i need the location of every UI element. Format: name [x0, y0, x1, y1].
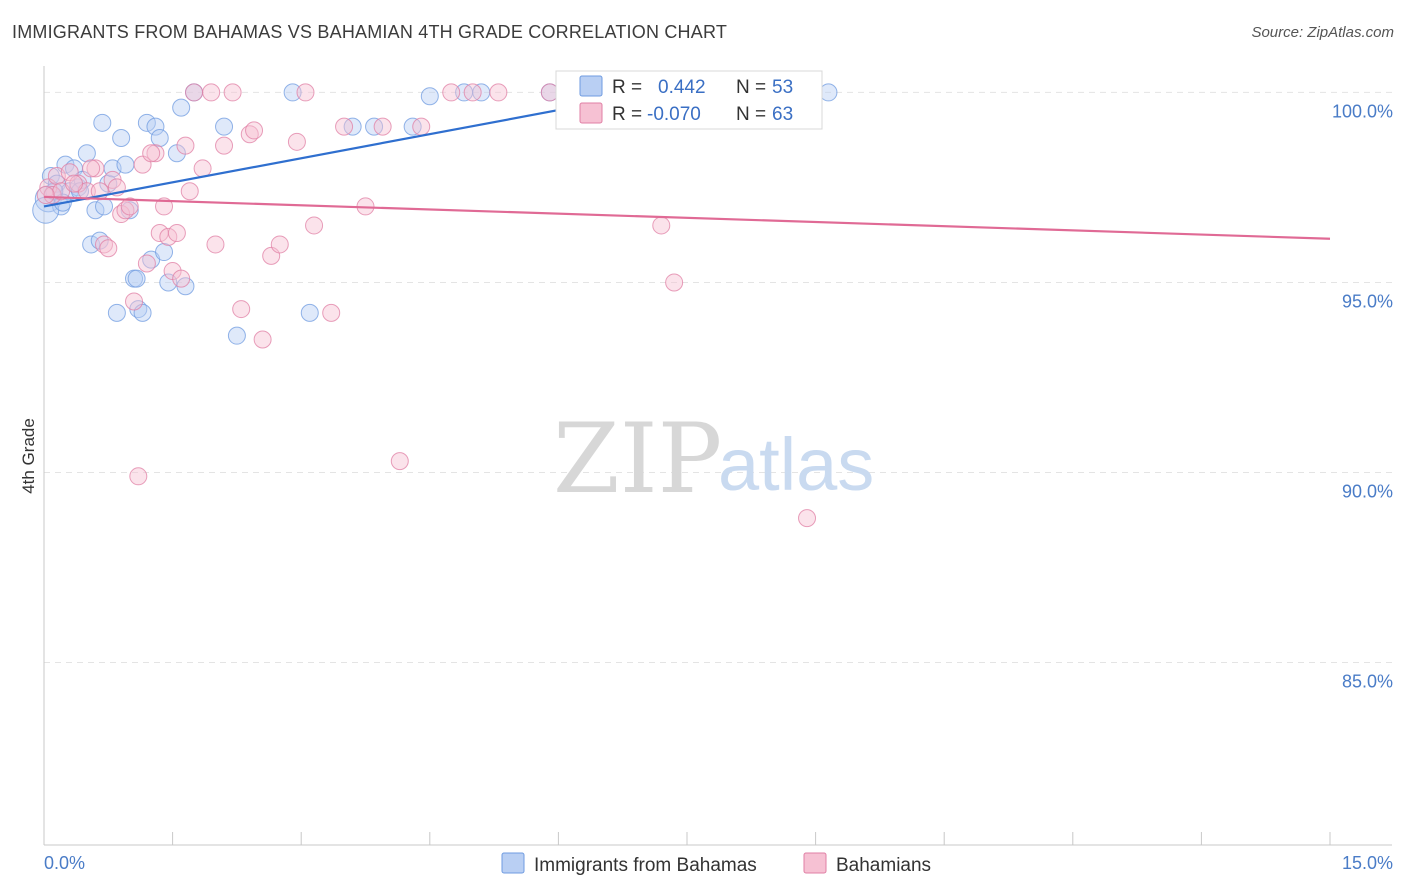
- bahamians-point-18: [137, 254, 156, 273]
- bahamians-point-57: [36, 186, 55, 205]
- bahamians-point-50: [489, 83, 508, 102]
- y-tick-label-3: 85.0%: [1342, 672, 1393, 692]
- bahamians-point-40: [296, 83, 315, 102]
- bahamians-point-38: [270, 235, 289, 254]
- bahamas-point-19: [116, 155, 135, 174]
- bahamians-point-36: [253, 330, 272, 349]
- bahamas-point-10: [77, 144, 96, 163]
- bahamians-point-43: [335, 117, 354, 136]
- bahamas-point-27: [150, 129, 169, 148]
- y-tick-label-1: 95.0%: [1342, 291, 1393, 311]
- watermark-atlas: atlas: [718, 423, 874, 506]
- bahamians-point-25: [176, 136, 195, 155]
- legend-n-value-bahamians: 63: [772, 104, 793, 125]
- bahamians-point-28: [193, 159, 212, 178]
- bahamians-point-61: [142, 144, 161, 163]
- bahamas-point-12: [86, 201, 105, 220]
- legend-r-label-bahamas: R =: [612, 77, 642, 98]
- bahamians-point-7: [86, 159, 105, 178]
- source-label: Source: ZipAtlas.com: [1251, 24, 1394, 41]
- axes: [43, 66, 1392, 846]
- bahamas-point-28: [155, 243, 174, 262]
- watermark-zip: ZIP: [553, 403, 722, 515]
- bahamians-point-45: [373, 117, 392, 136]
- bahamians-point-48: [442, 83, 461, 102]
- bahamians-point-16: [129, 467, 148, 486]
- bahamas-point-46: [819, 83, 838, 102]
- bahamians-point-15: [125, 292, 144, 311]
- bahamians-point-21: [155, 197, 174, 216]
- bahamians-point-59: [82, 159, 101, 178]
- grid-lines: [44, 91, 1392, 664]
- bahamians-point-26: [180, 182, 199, 201]
- bahamas-point-51: [95, 197, 114, 216]
- bahamas-point-41: [420, 87, 439, 106]
- bahamas-point-14: [93, 113, 112, 132]
- legend-r-value-bahamas: 0.442: [658, 77, 706, 98]
- bahamians-point-42: [322, 303, 341, 322]
- y-tick-label-0: 100.0%: [1332, 101, 1393, 121]
- bahamas-point-18: [112, 129, 131, 148]
- bahamas-point-17: [107, 303, 126, 322]
- bahamians-point-58: [65, 174, 84, 193]
- bahamians-point-54: [665, 273, 684, 292]
- bahamians-point-41: [305, 216, 324, 235]
- legend-n-label-bahamas: N =: [736, 77, 766, 98]
- bahamas-point-1: [41, 167, 60, 186]
- x-tick-label-1: 15.0%: [1342, 853, 1393, 873]
- tick-labels: 100.0% 95.0% 90.0% 85.0% 0.0% 15.0%: [44, 101, 1393, 873]
- watermark: ZIP atlas: [553, 403, 874, 515]
- legend-n-value-bahamas: 53: [772, 77, 793, 98]
- bahamians-point-22: [159, 227, 178, 246]
- bahamas-trend-line: [43, 91, 653, 208]
- bahamians-point-56: [798, 509, 817, 528]
- bahamians-point-62: [167, 224, 186, 243]
- bahamians-point-46: [390, 452, 409, 471]
- legend-swatch-bahamians: [579, 102, 603, 124]
- chart-title: IMMIGRANTS FROM BAHAMAS VS BAHAMIAN 4TH …: [12, 22, 728, 42]
- y-axis-title: 4th Grade: [19, 418, 38, 494]
- bahamians-point-31: [215, 136, 234, 155]
- trend-lines: [43, 91, 1331, 240]
- bahamas-point-35: [227, 326, 246, 345]
- bahamians-point-1: [43, 186, 62, 205]
- bahamians-point-24: [172, 269, 191, 288]
- bahamas-point-26: [146, 117, 165, 136]
- bottom-legend-swatch-bahamians: [803, 852, 827, 874]
- bahamas-point-34: [215, 117, 234, 136]
- bahamians-point-14: [120, 197, 139, 216]
- bottom-legend: Immigrants from Bahamas Bahamians: [501, 852, 931, 876]
- legend-r-value-bahamians: -0.070: [647, 104, 701, 125]
- bahamians-trend-line: [43, 195, 1331, 240]
- bottom-legend-label-bahamas: Immigrants from Bahamas: [534, 855, 757, 876]
- bahamians-point-33: [232, 300, 251, 319]
- bahamas-point-20: [120, 201, 139, 220]
- bahamas-point-24: [137, 113, 156, 132]
- bahamas-point-52: [127, 269, 146, 288]
- bahamians-point-30: [206, 235, 225, 254]
- bahamians-point-53: [652, 216, 671, 235]
- legend-n-label-bahamians: N =: [736, 104, 766, 125]
- legend-box: R = 0.442 N = 53 R = -0.070 N = 63: [555, 70, 823, 130]
- legend-r-label-bahamians: R =: [612, 104, 642, 125]
- bottom-legend-swatch-bahamas: [501, 852, 525, 874]
- bahamians-point-35: [245, 121, 264, 140]
- bahamas-point-11: [82, 235, 101, 254]
- bahamas-point-31: [172, 98, 191, 117]
- x-tick-label-0: 0.0%: [44, 853, 85, 873]
- bahamians-point-39: [287, 132, 306, 151]
- bahamians-point-32: [223, 83, 242, 102]
- legend-swatch-bahamas: [579, 75, 603, 97]
- bahamians-point-49: [463, 83, 482, 102]
- bahamians-point-19: [146, 144, 165, 163]
- bahamians-point-29: [202, 83, 221, 102]
- bottom-legend-label-bahamians: Bahamians: [836, 855, 931, 876]
- y-tick-label-2: 90.0%: [1342, 482, 1393, 502]
- bahamas-point-36: [283, 83, 302, 102]
- bahamians-point-9: [99, 239, 118, 258]
- bahamians-point-47: [412, 117, 431, 136]
- bahamas-point-37: [300, 303, 319, 322]
- bahamians-point-27: [185, 83, 204, 102]
